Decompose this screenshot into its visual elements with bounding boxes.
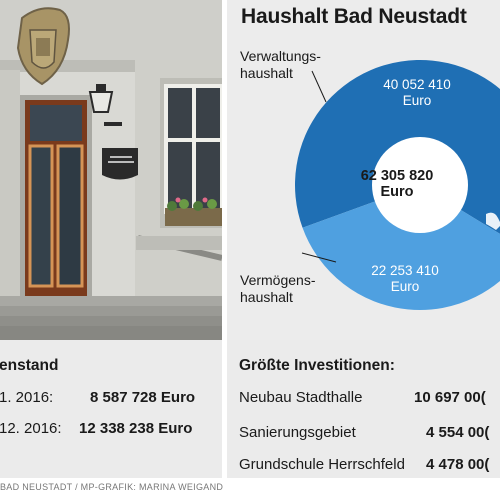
balance-row-value: 12 338 238 Euro [79,420,193,437]
balance-row-value: 8 587 728 Euro [90,389,196,406]
balance-row-label: 1. 2016: [0,389,54,406]
coat-of-arms-icon [16,7,70,86]
slice-value-number: 40 052 410 [383,77,451,92]
town-hall-photo [0,0,222,340]
total-unit: Euro [380,184,414,200]
chart-panel [227,0,500,340]
investments-title: Größte Investitionen: [239,357,395,374]
label-line: haushalt [240,289,293,305]
investment-row-value: 10 697 00( [414,389,486,406]
street-lamp-icon [88,84,122,126]
pie-chart [295,60,500,310]
slice-value-unit: Euro [390,279,420,294]
investment-row-value: 4 554 00( [426,424,490,441]
investment-row-label: Neubau Stadthalle [239,389,363,406]
balance-panel [0,340,222,478]
investment-row-label: Sanierungsgebiet [239,424,356,441]
investment-row-label: Grundschule Herrschfeld [239,456,405,473]
divider [222,0,227,340]
slice-value-verwaltung: 40 052 410 Euro [362,77,472,109]
label-line: Vermögens- [240,272,316,288]
total-value: 62 305 820 Euro [352,168,442,200]
label-line: haushalt [240,65,293,81]
label-vermoegenshaushalt: Vermögens- haushalt [240,272,315,306]
label-verwaltungshaushalt: Verwaltungs- haushalt [240,48,321,82]
slice-value-number: 22 253 410 [371,263,439,278]
balance-row-label: 12. 2016: [0,420,62,437]
slice-value-unit: Euro [402,93,432,108]
slice-value-vermoegen: 22 253 410 Euro [350,263,460,295]
building-entrance-image [0,0,222,340]
chart-title: Haushalt Bad Neustadt [241,5,467,28]
image-credit: BAD NEUSTADT / MP-GRAFIK: MARINA WEIGAND [0,482,224,492]
label-line: Verwaltungs- [240,48,321,64]
investment-row-value: 4 478 00( [426,456,490,473]
arrow-icon [486,212,500,230]
divider [222,340,227,500]
donut-hole [372,137,468,233]
investments-panel [227,340,500,478]
total-number: 62 305 820 [360,168,434,184]
balance-title: enstand [0,357,59,374]
